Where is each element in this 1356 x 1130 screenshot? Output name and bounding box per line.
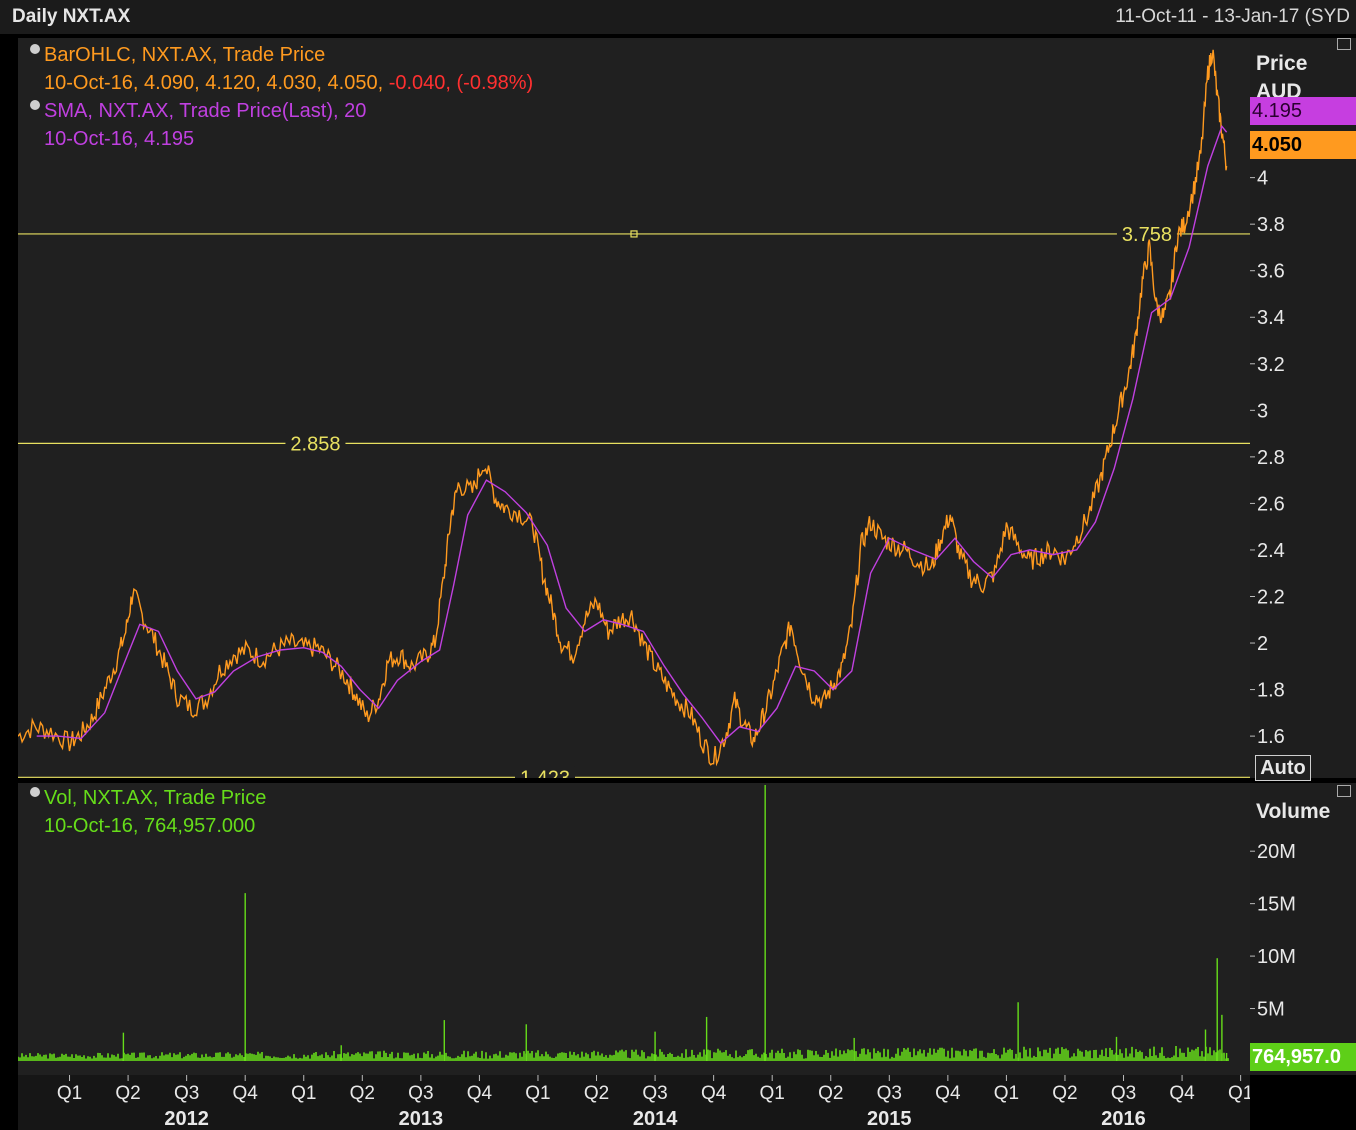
sma-name-text: SMA, NXT.AX, Trade Price(Last), 20 [44,100,367,122]
ohlc-series [18,49,1228,767]
price-tick-label: 3.8 [1257,214,1285,236]
sma-badge: 4.195 [1250,97,1356,125]
volume-legend: Vol, NXT.AX, Trade Price 10-Oct-16, 764,… [30,784,266,840]
volume-name-text: Vol, NXT.AX, Trade Price [44,787,267,809]
line-handle-icon [630,230,638,238]
chart-title: Daily NXT.AX [12,6,131,27]
price-tick-label: 2.4 [1257,540,1285,562]
volume-axis-header: Volume [1256,800,1331,823]
reference-label-bg [514,766,575,778]
price-axis-ticks: 1.6 1.8 2 2.2 2.4 2.6 2.8 3 3.2 3.4 3.6 3.8 4 [1250,168,1285,748]
reference-label-bg [1116,222,1177,245]
reference-label-bg [285,432,346,455]
volume-chart-svg [18,785,1229,1061]
price-chart-svg: 3.758 2.858 1.423 [18,49,1250,778]
price-pane-maximize-icon[interactable] [1337,38,1351,50]
price-tick-label: 1.8 [1257,680,1285,702]
quarter-label: Q1 [994,1083,1019,1104]
quarter-label: Q2 [1052,1083,1077,1104]
volume-bars [18,1046,1229,1061]
ohlc-values-text: 10-Oct-16, 4.090, 4.120, 4.030, 4.050, [44,72,384,94]
volume-axis-ticks: 5M 10M 15M 20M [1250,841,1296,1021]
volume-tick-label: 10M [1257,946,1296,968]
year-label: 2016 [1101,1108,1146,1130]
reference-label: 2.858 [290,433,340,455]
last-price-badge: 4.050 [1250,131,1356,159]
date-range[interactable]: 11-Oct-11 - 13-Jan-17 (SYD [1115,6,1350,27]
quarter-label: Q1 [291,1083,316,1104]
price-tick-label: 2.8 [1257,447,1285,469]
quarter-label: Q1 [1228,1083,1250,1104]
volume-pane-maximize-icon[interactable] [1337,785,1351,797]
volume-legend-name[interactable]: Vol, NXT.AX, Trade Price [30,784,266,812]
reference-label: 3.758 [1122,224,1172,246]
last-volume-badge: 764,957.0 [1250,1043,1356,1071]
volume-pane[interactable] [18,783,1250,1075]
quarter-label: Q3 [877,1083,902,1104]
price-pane[interactable]: 3.758 2.858 1.423 [18,38,1250,778]
reference-label: 1.423 [520,767,570,778]
year-label: 2012 [164,1108,209,1130]
volume-axis[interactable]: Volume 5M 10M 15M 20M [1250,783,1356,1075]
quarter-label: Q4 [233,1083,259,1104]
price-tick-label: 3.2 [1257,354,1285,376]
volume-tick-label: 20M [1257,841,1296,863]
ohlc-legend-name[interactable]: BarOHLC, NXT.AX, Trade Price [30,41,533,69]
volume-tick-label: 5M [1257,999,1285,1021]
time-axis[interactable]: Q1 Q2 Q3 Q4 Q1 Q2 Q3 Q4 Q1 Q2 Q3 Q4 Q1 Q2 Q3 Q4 Q1 Q2 Q3 Q4… [18,1075,1250,1130]
quarter-label: Q2 [350,1083,375,1104]
sma-legend-name[interactable]: SMA, NXT.AX, Trade Price(Last), 20 [30,97,533,125]
quarter-label: Q2 [818,1083,843,1104]
year-label: 2013 [399,1108,444,1130]
price-tick-label: 2.2 [1257,586,1285,608]
quarter-label: Q1 [57,1083,82,1104]
quarter-label: Q3 [1111,1083,1136,1104]
quarter-label: Q1 [525,1083,550,1104]
legend-handle-icon[interactable] [30,100,40,110]
price-tick-label: 3.4 [1257,307,1285,329]
year-label: 2014 [633,1108,678,1130]
quarter-label: Q2 [584,1083,609,1104]
time-axis-svg: Q1 Q2 Q3 Q4 Q1 Q2 Q3 Q4 Q1 Q2 Q3 Q4 Q1 Q2 Q3 Q4 Q1 Q2 Q3 Q4… [57,1075,1250,1130]
price-tick-label: 3.6 [1257,261,1285,283]
legend-handle-icon[interactable] [30,787,40,797]
price-tick-label: 4 [1257,168,1268,190]
title-bar: Daily NXT.AX 11-Oct-11 - 13-Jan-17 (SYD [0,0,1356,34]
price-tick-label: 3 [1257,400,1268,422]
ohlc-change-text: -0.040, (-0.98%) [388,72,534,94]
price-axis-header: Price [1256,52,1308,75]
auto-scale-button[interactable]: Auto [1255,755,1311,781]
legend-handle-icon[interactable] [30,44,40,54]
quarter-label: Q4 [467,1083,493,1104]
quarter-label: Q2 [115,1083,140,1104]
price-legend: BarOHLC, NXT.AX, Trade Price 10-Oct-16, … [30,41,533,153]
sma-series [36,124,1228,745]
quarter-label: Q3 [408,1083,433,1104]
quarter-label: Q4 [1169,1083,1195,1104]
quarter-label: Q4 [935,1083,961,1104]
sma-values-text: 10-Oct-16, 4.195 [44,128,195,150]
price-tick-label: 2 [1257,633,1268,655]
price-tick-label: 1.6 [1257,726,1285,748]
year-label: 2015 [867,1108,912,1130]
ohlc-legend-values: 10-Oct-16, 4.090, 4.120, 4.030, 4.050, -… [30,69,533,97]
price-tick-label: 2.6 [1257,493,1285,515]
volume-values-text: 10-Oct-16, 764,957.000 [44,815,256,837]
quarter-label: Q3 [174,1083,199,1104]
quarter-label: Q4 [701,1083,727,1104]
ohlc-name-text: BarOHLC, NXT.AX, Trade Price [44,44,326,66]
volume-tick-label: 15M [1257,894,1296,916]
quarter-label: Q3 [642,1083,667,1104]
quarter-label: Q1 [760,1083,785,1104]
